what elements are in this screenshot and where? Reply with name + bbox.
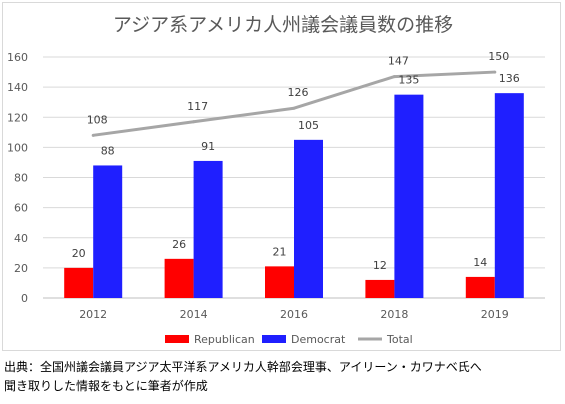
- total-line: [91, 70, 497, 137]
- republican-value-label: 26: [172, 238, 186, 251]
- legend-label-democrat: Democrat: [291, 333, 346, 346]
- total-value-label: 147: [388, 55, 409, 68]
- y-tick-label: 160: [7, 51, 28, 64]
- bars: [64, 93, 524, 299]
- data-labels: 20 88 26 91 21 105 12 135 14 136 108 117 126 147 150: [72, 50, 520, 272]
- total-point: [392, 75, 396, 79]
- republican-value-label: 20: [72, 247, 86, 260]
- republican-bar: [365, 279, 395, 298]
- legend-label-total: Total: [386, 333, 413, 346]
- total-value-label: 117: [187, 100, 208, 113]
- democrat-bar: [394, 94, 424, 298]
- republican-bar: [64, 267, 94, 298]
- democrat-bar: [93, 165, 123, 298]
- republican-value-label: 12: [373, 259, 387, 272]
- republican-value-label: 14: [473, 256, 487, 269]
- total-point: [493, 70, 497, 74]
- total-value-label: 108: [87, 113, 108, 126]
- y-tick-label: 80: [14, 172, 28, 185]
- democrat-value-label: 91: [201, 140, 215, 153]
- republican-bar: [164, 258, 194, 298]
- total-value-label: 150: [488, 50, 509, 63]
- source-line-1: 出典：全国州議会議員アジア太平洋系アメリカ人幹部会理事、アイリーン・カワナベ氏へ: [4, 360, 482, 374]
- source-line-2: 聞き取りした情報をもとに筆者が作成: [4, 379, 208, 393]
- legend-label-republican: Republican: [194, 333, 255, 346]
- y-tick-label: 20: [14, 262, 28, 275]
- y-tick-label: 100: [7, 141, 28, 154]
- republican-bar: [465, 276, 495, 298]
- chart: アジア系アメリカ人州議会議員数の推移 0 20 40 60 80 100 120 140 160…: [7, 14, 545, 346]
- legend: Republican Democrat Total: [165, 333, 413, 346]
- democrat-value-label: 136: [499, 72, 520, 85]
- y-tick-label: 60: [14, 202, 28, 215]
- x-tick-label: 2019: [481, 308, 509, 321]
- y-tick-label: 0: [21, 292, 28, 305]
- source-note: 出典：全国州議会議員アジア太平洋系アメリカ人幹部会理事、アイリーン・カワナベ氏へ…: [4, 358, 561, 396]
- legend-swatch-republican: [165, 335, 189, 343]
- x-tick-label: 2012: [79, 308, 107, 321]
- x-tick-label: 2016: [280, 308, 308, 321]
- total-value-label: 126: [288, 86, 309, 99]
- x-tick-label: 2014: [180, 308, 208, 321]
- total-point: [192, 120, 196, 124]
- y-tick-label: 120: [7, 111, 28, 124]
- y-axis-ticks: 0 20 40 60 80 100 120 140 160: [7, 51, 28, 305]
- total-point: [292, 106, 296, 110]
- legend-swatch-democrat: [262, 335, 286, 343]
- democrat-value-label: 88: [101, 144, 115, 157]
- chart-title: アジア系アメリカ人州議会議員数の推移: [113, 14, 453, 36]
- y-tick-label: 40: [14, 232, 28, 245]
- democrat-value-label: 105: [298, 119, 319, 132]
- republican-bar: [265, 266, 294, 298]
- total-point: [91, 133, 95, 137]
- republican-value-label: 21: [273, 245, 287, 258]
- y-tick-label: 140: [7, 81, 28, 94]
- x-axis-ticks: 2012 2014 2016 2018 2019: [79, 308, 509, 321]
- democrat-bar: [193, 160, 223, 298]
- total-line-path: [92, 70, 495, 137]
- x-tick-label: 2018: [380, 308, 408, 321]
- democrat-bar: [294, 139, 323, 298]
- democrat-value-label: 135: [398, 74, 419, 87]
- democrat-bar: [494, 93, 524, 299]
